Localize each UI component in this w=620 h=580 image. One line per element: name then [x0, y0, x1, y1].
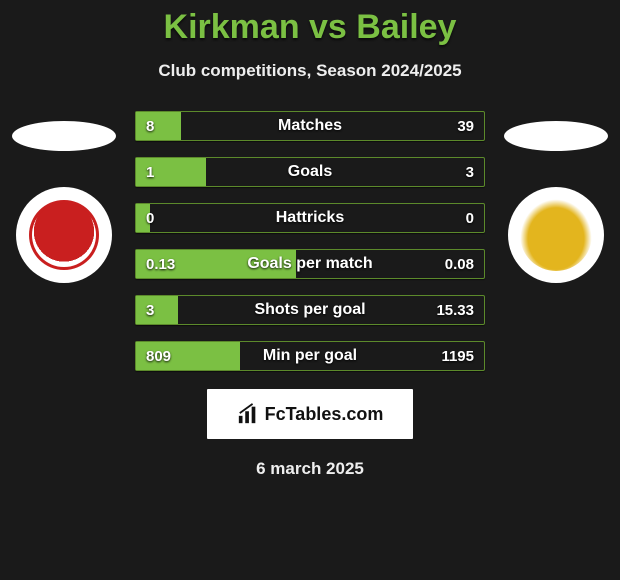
brand-badge[interactable]: FcTables.com [207, 389, 414, 439]
stat-bar: 0.130.08Goals per match [135, 249, 485, 279]
stat-bar: 839Matches [135, 111, 485, 141]
stats-list: 839Matches 13Goals 00Hattricks 0.130.08Goal… [135, 111, 485, 371]
brand-label: FcTables.com [265, 404, 384, 425]
stat-label: Matches [136, 117, 484, 135]
page-title: Kirkman vs Bailey [0, 8, 620, 47]
stat-bar: 315.33Shots per goal [135, 295, 485, 325]
stat-label: Goals per match [136, 255, 484, 273]
player-photo-placeholder-right [504, 121, 608, 151]
player-photo-placeholder-left [12, 121, 116, 151]
stat-label: Min per goal [136, 347, 484, 365]
right-side [501, 111, 611, 283]
subtitle: Club competitions, Season 2024/2025 [0, 61, 620, 81]
stat-label: Hattricks [136, 209, 484, 227]
stat-bar: 13Goals [135, 157, 485, 187]
left-side [9, 111, 119, 283]
stat-label: Shots per goal [136, 301, 484, 319]
club-logo-left [16, 187, 112, 283]
stat-label: Goals [136, 163, 484, 181]
main-row: 839Matches 13Goals 00Hattricks 0.130.08Goal… [0, 111, 620, 371]
stat-bar: 00Hattricks [135, 203, 485, 233]
chart-icon [237, 403, 259, 425]
date-label: 6 march 2025 [0, 459, 620, 479]
comparison-card: Kirkman vs Bailey Club competitions, Sea… [0, 0, 620, 479]
footer: FcTables.com 6 march 2025 [0, 389, 620, 479]
stat-bar: 8091195Min per goal [135, 341, 485, 371]
club-logo-right [508, 187, 604, 283]
